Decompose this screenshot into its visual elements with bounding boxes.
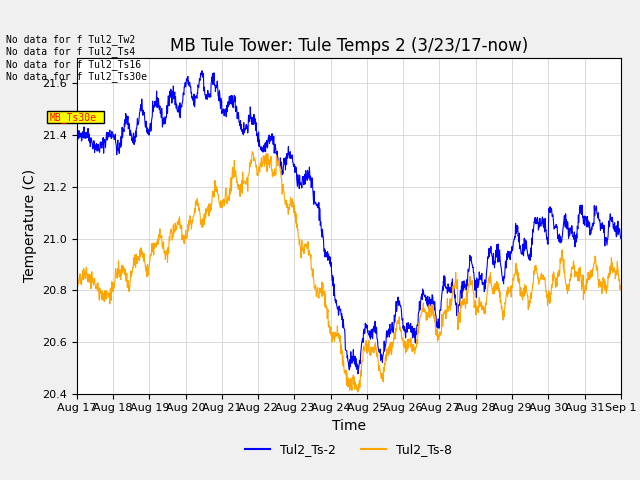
Tul2_Ts-8 xyxy=(354,389,362,395)
Tul2_Ts-8 xyxy=(304,239,312,244)
Tul2_Ts-2 xyxy=(383,334,391,340)
Title: MB Tule Tower: Tule Temps 2 (3/23/17-now): MB Tule Tower: Tule Temps 2 (3/23/17-now… xyxy=(170,36,528,55)
Line: Tul2_Ts-8: Tul2_Ts-8 xyxy=(77,152,621,392)
Tul2_Ts-8 xyxy=(617,287,625,293)
Tul2_Ts-8 xyxy=(316,291,323,297)
Tul2_Ts-8 xyxy=(325,324,333,330)
Tul2_Ts-2 xyxy=(115,147,123,153)
Tul2_Ts-8 xyxy=(115,270,123,276)
Legend: Tul2_Ts-2, Tul2_Ts-8: Tul2_Ts-2, Tul2_Ts-8 xyxy=(241,438,457,461)
Tul2_Ts-2 xyxy=(304,170,312,176)
Tul2_Ts-2 xyxy=(198,68,206,73)
Tul2_Ts-2 xyxy=(325,256,333,262)
Text: MB_Ts30e: MB_Ts30e xyxy=(50,112,97,123)
Tul2_Ts-2 xyxy=(316,217,323,223)
Tul2_Ts-2 xyxy=(73,135,81,141)
Tul2_Ts-8 xyxy=(73,279,81,285)
Text: No data for f Tul2_Tw2
No data for f Tul2_Ts4
No data for f Tul2_Ts16
No data fo: No data for f Tul2_Tw2 No data for f Tul… xyxy=(6,34,147,82)
Tul2_Ts-2 xyxy=(137,101,145,107)
Tul2_Ts-8 xyxy=(137,245,145,251)
Line: Tul2_Ts-2: Tul2_Ts-2 xyxy=(77,71,621,374)
Tul2_Ts-2 xyxy=(617,236,625,241)
Tul2_Ts-2 xyxy=(354,371,362,377)
Tul2_Ts-8 xyxy=(248,149,256,155)
Tul2_Ts-8 xyxy=(383,348,391,354)
X-axis label: Time: Time xyxy=(332,419,366,433)
Y-axis label: Temperature (C): Temperature (C) xyxy=(22,169,36,282)
